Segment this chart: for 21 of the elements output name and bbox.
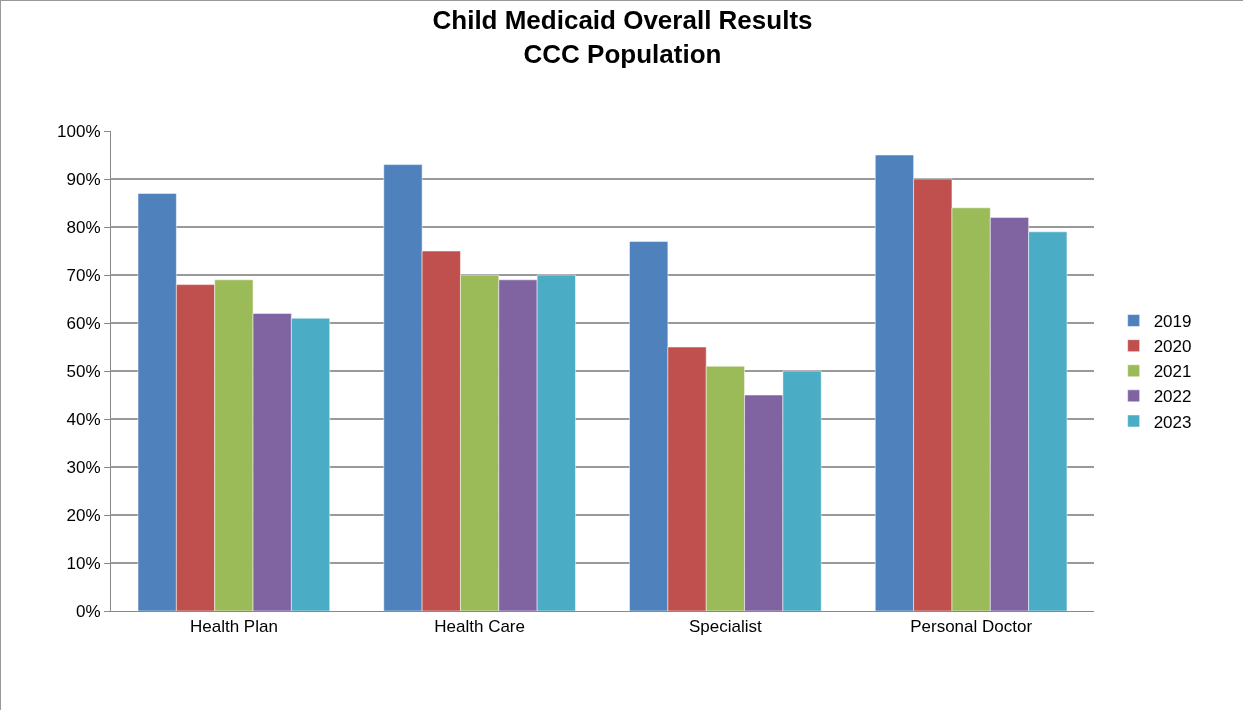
legend-label: 2019 [1153,312,1192,332]
x-tick-label: Personal Doctor [910,617,1033,637]
y-tick-label: 100% [57,121,101,141]
x-tick-label: Health Plan [189,617,278,637]
chart-title: Child Medicaid Overall Results CCC Population [432,5,813,70]
y-tick-label: 30% [66,457,101,477]
y-tick-label: 0% [76,601,101,621]
y-tick-label: 80% [66,217,101,237]
y-tick-label: 10% [66,553,101,573]
y-tick-label: 70% [66,265,101,285]
y-tick-label: 50% [66,361,101,381]
x-tick-label: Health Care [434,617,525,637]
legend-label: 2021 [1153,362,1192,382]
legend-label: 2022 [1153,387,1192,407]
y-tick-label: 60% [66,313,101,333]
y-tick-label: 90% [66,169,101,189]
y-tick-label: 20% [66,505,101,525]
y-tick-label: 40% [66,409,101,429]
legend-label: 2023 [1153,412,1192,432]
x-tick-label: Specialist [689,617,763,637]
legend-label: 2020 [1153,337,1192,357]
